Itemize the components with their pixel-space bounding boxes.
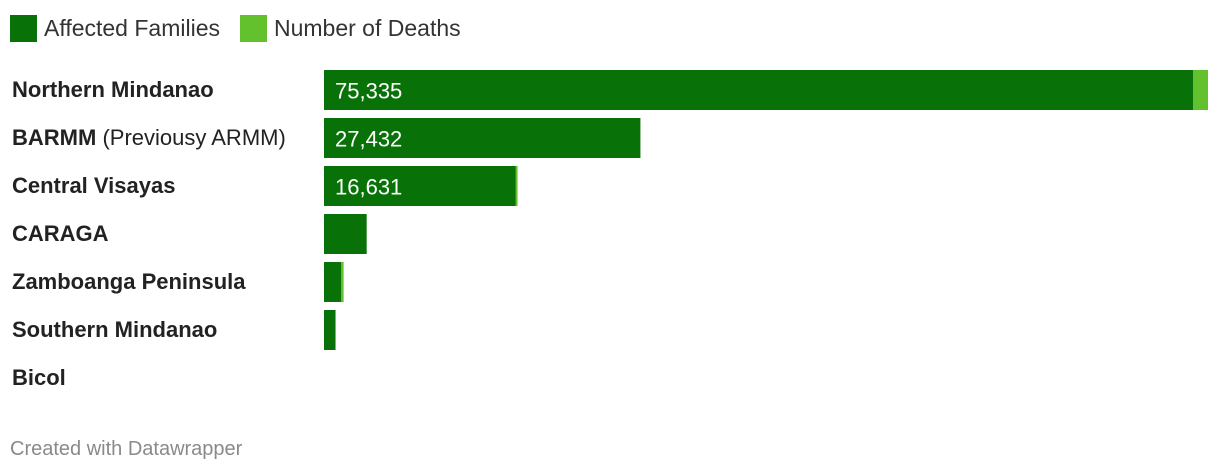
bar-value-label: 75,335 [335,79,402,104]
bar-number-of-deaths [1193,70,1208,110]
footer-credit: Created with Datawrapper [10,438,243,460]
bar-value-label: 27,432 [335,127,402,152]
category-label: Southern Mindanao [12,317,217,342]
category-label: BARMM (Previousy ARMM) [12,125,286,150]
category-label: Bicol [12,365,66,390]
category-label: Central Visayas [12,173,175,198]
bar-affected-families [324,166,516,206]
category-label: Zamboanga Peninsula [12,269,246,294]
bar-affected-families [324,310,336,350]
category-label: Northern Mindanao [12,77,214,102]
legend-label-affected-families: Affected Families [44,14,220,41]
bar-affected-families [324,118,641,158]
bar-number-of-deaths [341,262,344,302]
legend-swatch-number-of-deaths [239,14,267,42]
category-label: CARAGA [12,221,109,246]
legend: Affected Families Number of Deaths [10,13,481,43]
bar-affected-families [324,70,1193,110]
bar-affected-families [324,262,342,302]
bar-value-label: 16,631 [335,175,402,200]
bar-number-of-deaths [515,166,518,206]
legend-label-number-of-deaths: Number of Deaths [273,14,461,41]
bar-affected-families [324,214,367,254]
legend-item-number-of-deaths: Number of Deaths [239,14,461,42]
legend-item-affected-families: Affected Families [10,14,220,42]
legend-swatch-affected-families [10,14,37,42]
